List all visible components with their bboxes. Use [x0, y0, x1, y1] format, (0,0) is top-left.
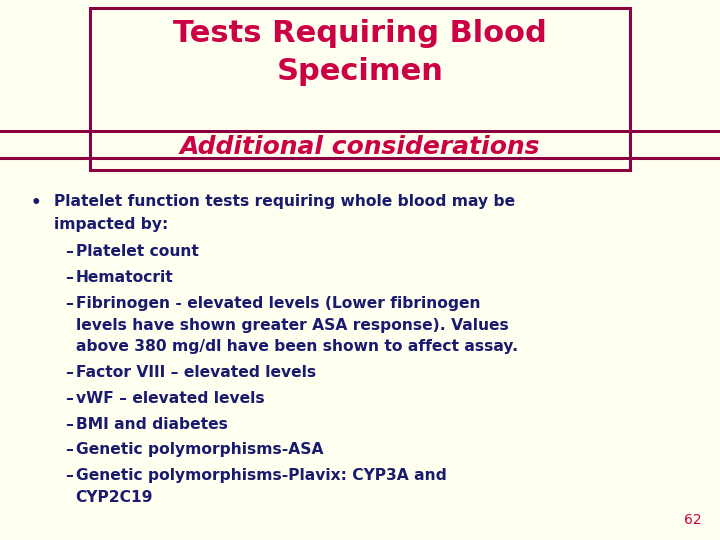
Text: 62: 62 — [685, 512, 702, 526]
Text: BMI and diabetes: BMI and diabetes — [76, 416, 228, 431]
Text: vWF – elevated levels: vWF – elevated levels — [76, 390, 264, 406]
Text: Additional considerations: Additional considerations — [180, 135, 540, 159]
Text: –: – — [65, 468, 73, 483]
Text: Tests Requiring Blood: Tests Requiring Blood — [173, 19, 547, 48]
Text: –: – — [65, 390, 73, 406]
Text: –: – — [65, 296, 73, 311]
Text: Genetic polymorphisms-ASA: Genetic polymorphisms-ASA — [76, 442, 323, 457]
Text: Genetic polymorphisms-Plavix: CYP3A and: Genetic polymorphisms-Plavix: CYP3A and — [76, 468, 446, 483]
Text: Hematocrit: Hematocrit — [76, 271, 174, 285]
Text: •: • — [30, 194, 41, 212]
Text: CYP2C19: CYP2C19 — [76, 490, 153, 504]
Text: –: – — [65, 364, 73, 380]
Text: Factor VIII – elevated levels: Factor VIII – elevated levels — [76, 364, 316, 380]
Text: –: – — [65, 245, 73, 259]
Text: Specimen: Specimen — [276, 57, 444, 86]
Bar — [90, 8, 630, 170]
Text: levels have shown greater ASA response). Values: levels have shown greater ASA response).… — [76, 318, 508, 333]
Text: –: – — [65, 416, 73, 431]
Text: above 380 mg/dl have been shown to affect assay.: above 380 mg/dl have been shown to affec… — [76, 339, 518, 354]
Text: Platelet function tests requiring whole blood may be: Platelet function tests requiring whole … — [54, 194, 515, 210]
Text: Fibrinogen - elevated levels (Lower fibrinogen: Fibrinogen - elevated levels (Lower fibr… — [76, 296, 480, 311]
Text: impacted by:: impacted by: — [54, 217, 168, 232]
Text: –: – — [65, 442, 73, 457]
Text: Platelet count: Platelet count — [76, 245, 199, 259]
Text: –: – — [65, 271, 73, 285]
